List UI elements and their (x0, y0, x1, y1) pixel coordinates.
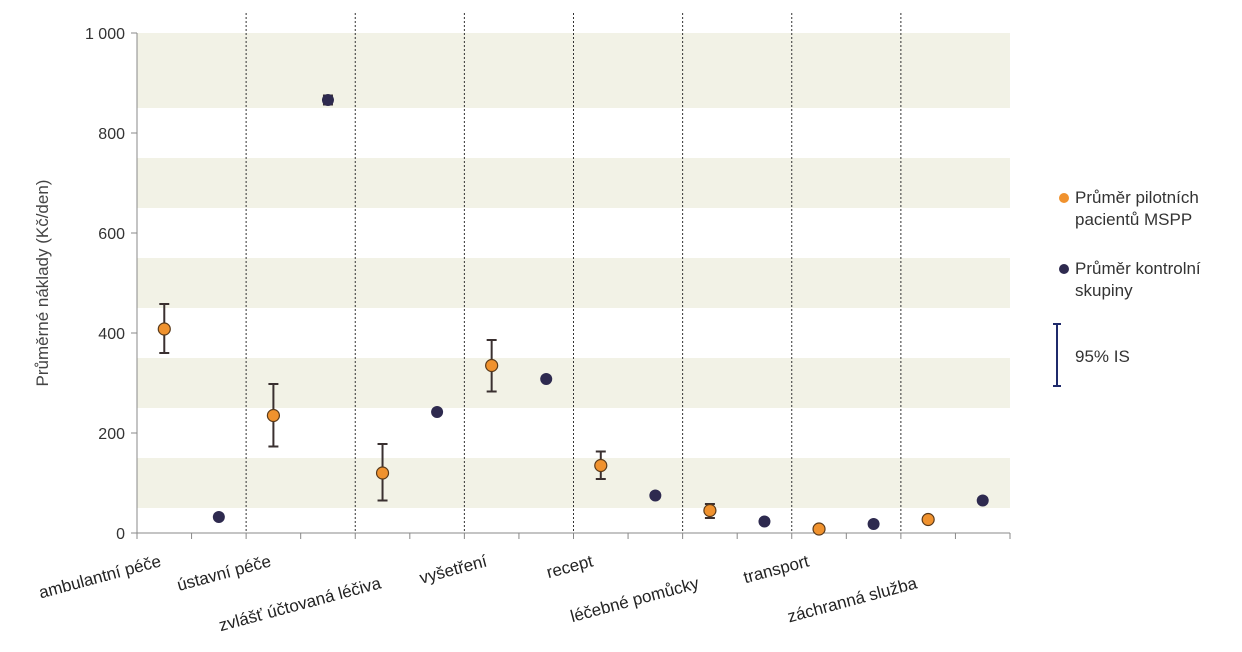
y-tick-label: 1 000 (85, 26, 125, 43)
control-point (649, 489, 662, 502)
legend: Průměr pilotních pacientů MSPP Průměr kont… (1053, 188, 1201, 387)
mspp-point (157, 322, 171, 336)
y-axis-title: Průměrné náklady (Kč/den) (33, 180, 52, 387)
control-point (540, 373, 553, 385)
x-category-label: léčebné pomůcky (568, 573, 701, 626)
x-category-label: recept (544, 551, 595, 582)
y-tick-label: 0 (116, 526, 125, 543)
control-point (758, 515, 771, 528)
y-tick-label: 800 (98, 126, 125, 143)
y-axis-ticks: 0 200 400 600 800 1 000 (85, 26, 1011, 543)
mspp-point (375, 466, 390, 480)
y-tick-label: 400 (98, 326, 125, 343)
mspp-point (921, 512, 935, 527)
x-category-label: transport (741, 551, 811, 587)
control-point (321, 94, 334, 106)
mspp-point (594, 458, 608, 473)
mspp-point (703, 503, 717, 518)
control-point (212, 511, 225, 523)
control-point (976, 494, 989, 507)
x-category-label: ústavní péče (175, 552, 273, 595)
x-category-label: vyšetření (417, 551, 489, 587)
y-tick-label: 200 (98, 426, 125, 443)
data-marks (157, 94, 989, 536)
mspp-point (812, 522, 826, 536)
legend-series-label: Průměr kontrolní skupiny (1075, 259, 1201, 300)
mspp-point (485, 358, 499, 373)
y-tick-label: 600 (98, 226, 125, 243)
x-category-label: zvlášť účtovaná léčiva (217, 573, 384, 635)
x-category-label: ambulantní péče (37, 552, 163, 603)
legend-mspp-marker (1059, 193, 1069, 203)
mspp-point (266, 408, 281, 423)
legend-series-label: Průměr pilotních pacientů MSPP (1075, 188, 1199, 229)
control-point (867, 518, 880, 530)
legend-ci-label: 95% IS (1075, 347, 1130, 366)
category-separators (245, 13, 902, 533)
x-category-label: záchranná služba (785, 573, 919, 626)
control-point (431, 406, 444, 418)
legend-control-marker (1059, 264, 1069, 274)
